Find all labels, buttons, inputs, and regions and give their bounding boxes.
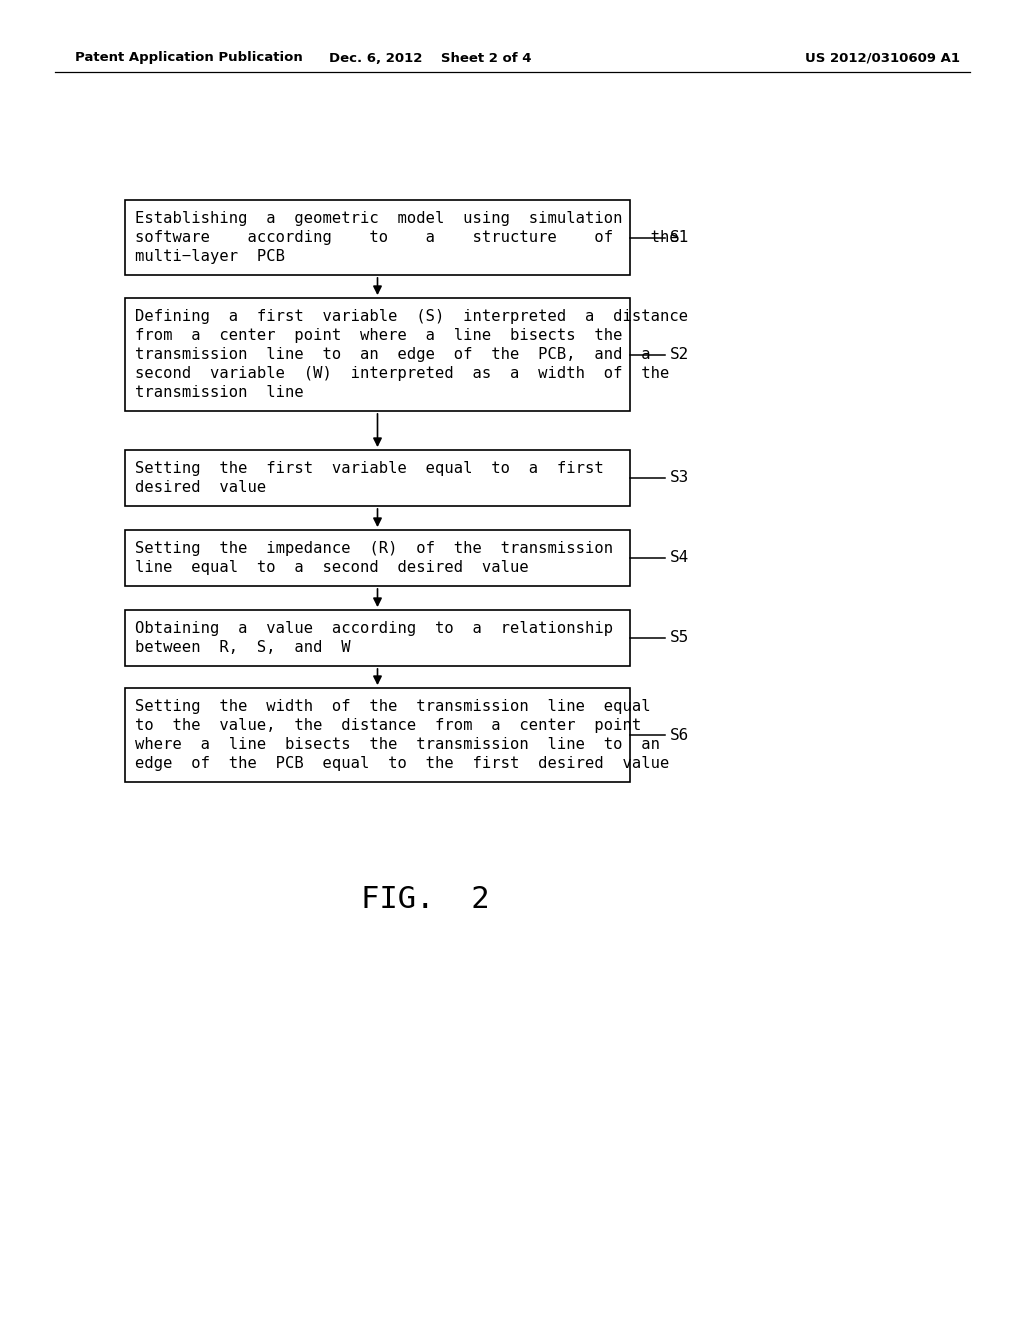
Bar <box>125 450 630 506</box>
Text: Obtaining  a  value  according  to  a  relationship: Obtaining a value according to a relatio… <box>135 620 613 636</box>
Text: Dec. 6, 2012    Sheet 2 of 4: Dec. 6, 2012 Sheet 2 of 4 <box>329 51 531 65</box>
Text: multi−layer  PCB: multi−layer PCB <box>135 249 285 264</box>
Text: transmission  line  to  an  edge  of  the  PCB,  and  a: transmission line to an edge of the PCB,… <box>135 347 650 362</box>
Text: desired  value: desired value <box>135 480 266 495</box>
Text: Patent Application Publication: Patent Application Publication <box>75 51 303 65</box>
Text: S2: S2 <box>670 347 689 362</box>
Text: Setting  the  impedance  (R)  of  the  transmission: Setting the impedance (R) of the transmi… <box>135 541 613 556</box>
Text: second  variable  (W)  interpreted  as  a  width  of  the: second variable (W) interpreted as a wid… <box>135 366 670 381</box>
Text: US 2012/0310609 A1: US 2012/0310609 A1 <box>805 51 961 65</box>
Text: S5: S5 <box>670 631 689 645</box>
Text: transmission  line: transmission line <box>135 385 304 400</box>
Text: from  a  center  point  where  a  line  bisects  the: from a center point where a line bisects… <box>135 327 623 343</box>
Bar <box>125 531 630 586</box>
Bar <box>125 201 630 275</box>
Text: edge  of  the  PCB  equal  to  the  first  desired  value: edge of the PCB equal to the first desir… <box>135 756 670 771</box>
Text: to  the  value,  the  distance  from  a  center  point: to the value, the distance from a center… <box>135 718 641 733</box>
Text: Setting  the  first  variable  equal  to  a  first: Setting the first variable equal to a fi… <box>135 461 604 477</box>
Text: S4: S4 <box>670 550 689 565</box>
Text: S6: S6 <box>670 727 689 742</box>
Text: software    according    to    a    structure    of    the: software according to a structure of the <box>135 230 679 246</box>
Text: FIG.  2: FIG. 2 <box>360 886 489 915</box>
Text: Setting  the  width  of  the  transmission  line  equal: Setting the width of the transmission li… <box>135 700 650 714</box>
Bar <box>125 298 630 411</box>
Bar <box>125 688 630 781</box>
Bar <box>125 610 630 667</box>
Text: between  R,  S,  and  W: between R, S, and W <box>135 640 350 655</box>
Text: Defining  a  first  variable  (S)  interpreted  a  distance: Defining a first variable (S) interprete… <box>135 309 688 323</box>
Text: where  a  line  bisects  the  transmission  line  to  an: where a line bisects the transmission li… <box>135 737 660 752</box>
Text: Establishing  a  geometric  model  using  simulation: Establishing a geometric model using sim… <box>135 211 623 226</box>
Text: S3: S3 <box>670 470 689 486</box>
Text: line  equal  to  a  second  desired  value: line equal to a second desired value <box>135 560 528 576</box>
Text: S1: S1 <box>670 230 689 246</box>
